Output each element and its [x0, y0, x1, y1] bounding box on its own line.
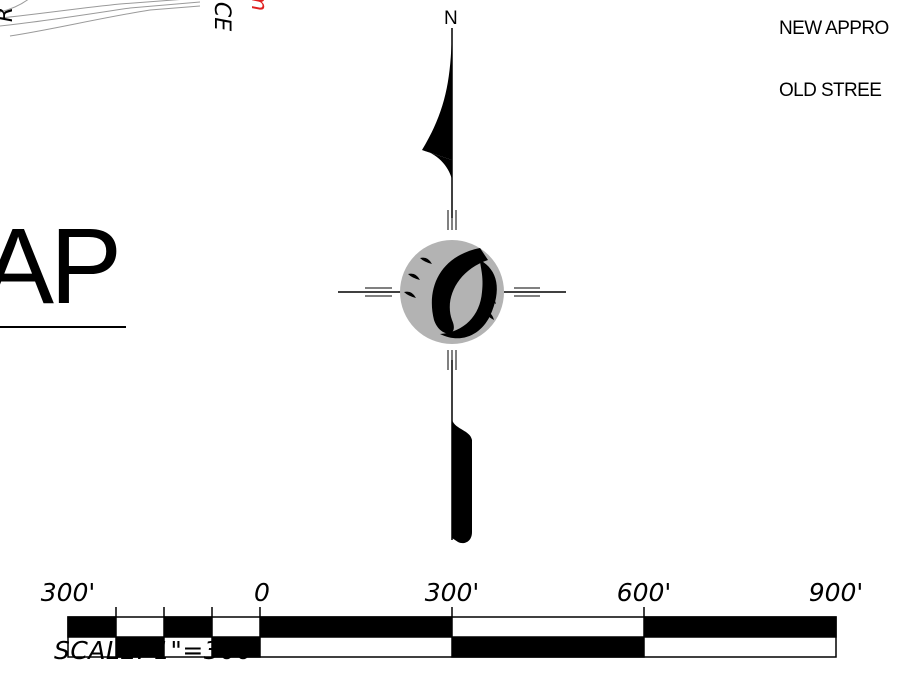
- compass-rose: [400, 240, 504, 344]
- scale-caption: SCALE: 1"=300': [54, 636, 261, 665]
- road-lines: [0, 0, 200, 37]
- scale-tick-label: 0: [254, 578, 270, 607]
- scale-tick-label: 900': [808, 578, 864, 607]
- road-label-fragment-2: CE: [209, 1, 235, 32]
- legend-item-old-street: OLD STREE: [779, 80, 882, 101]
- east-marker: [504, 287, 566, 297]
- scale-bar: [67, 607, 837, 658]
- west-marker: [338, 287, 402, 297]
- north-needle: [422, 28, 457, 230]
- south-needle: [447, 350, 472, 544]
- road-label-fragment: R: [0, 7, 18, 22]
- legend-item-new-approach: NEW APPRO: [779, 18, 889, 39]
- title-underline: [0, 326, 126, 328]
- north-label: N: [444, 8, 458, 29]
- north-arrow: [338, 28, 566, 544]
- map-title: AP: [0, 205, 122, 326]
- red-label-fragment: m: [246, 0, 272, 12]
- scale-tick-label: 300': [424, 578, 480, 607]
- scale-tick-label: 600': [616, 578, 672, 607]
- scale-tick-label: 300': [40, 578, 96, 607]
